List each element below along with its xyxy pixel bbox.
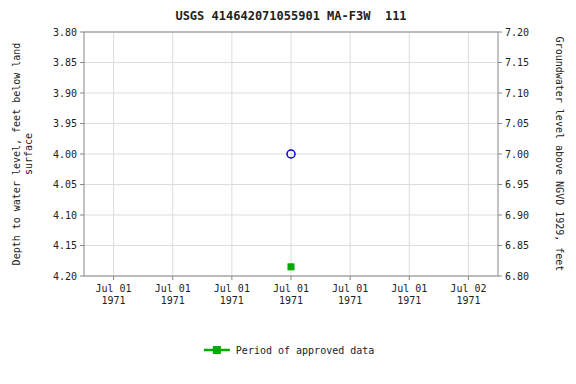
- tick-label: 3.90: [53, 88, 77, 99]
- tick: [80, 215, 84, 216]
- tick: [498, 93, 502, 94]
- tick: [80, 93, 84, 94]
- grid-line: [350, 32, 351, 276]
- tick: [172, 276, 173, 280]
- tick-label: 6.85: [505, 240, 529, 251]
- tick: [498, 215, 502, 216]
- tick-label: 4.05: [53, 179, 77, 190]
- grid-line: [468, 32, 469, 276]
- tick: [498, 276, 502, 277]
- tick: [80, 154, 84, 155]
- tick: [80, 62, 84, 63]
- legend-marker: [213, 346, 221, 354]
- tick-label: 4.15: [53, 240, 77, 251]
- tick: [231, 276, 232, 280]
- grid-line: [172, 32, 173, 276]
- tick-label: Jul 011971: [391, 283, 427, 306]
- data: [287, 150, 295, 270]
- tick: [80, 276, 84, 277]
- tick-label: 4.00: [53, 149, 77, 160]
- tick-label: 7.10: [505, 88, 529, 99]
- legend-label: Period of approved data: [236, 345, 374, 356]
- grid-line: [231, 32, 232, 276]
- tick: [468, 276, 469, 280]
- tick: [498, 245, 502, 246]
- tick-label: Jul 011971: [332, 283, 368, 306]
- legend: Period of approved data: [204, 345, 374, 356]
- tick: [80, 123, 84, 124]
- tick-label: Jul 011971: [273, 283, 309, 306]
- tick: [113, 276, 114, 280]
- tick-label: 7.15: [505, 57, 529, 68]
- tick: [498, 62, 502, 63]
- tick-label: 3.85: [53, 57, 77, 68]
- y-axis: 3.80 3.85 3.90 3.95 4.00 4.05 4.10 4.15 4.20: [53, 27, 84, 282]
- tick: [350, 276, 351, 280]
- x-axis: Jul 011971 Jul 011971 Jul 011971 Jul 011971…: [96, 276, 487, 306]
- tick-label: 6.80: [505, 271, 529, 282]
- point: [288, 264, 294, 270]
- tick-label: 4.20: [53, 271, 77, 282]
- grid: [84, 32, 498, 276]
- tick: [80, 245, 84, 246]
- tick-label: Jul 011971: [155, 283, 191, 306]
- title: USGS 414642071055901 MA-F3W 111: [175, 9, 406, 23]
- tick: [498, 184, 502, 185]
- tick-label: Jul 011971: [214, 283, 250, 306]
- tick-label: 3.95: [53, 118, 77, 129]
- point: [287, 150, 295, 158]
- grid-line: [409, 32, 410, 276]
- tick: [409, 276, 410, 280]
- tick-label: Jul 021971: [450, 283, 486, 306]
- tick: [498, 154, 502, 155]
- tick: [291, 276, 292, 280]
- tick: [498, 32, 502, 33]
- grid-line: [291, 32, 292, 276]
- tick-label: Jul 011971: [96, 283, 132, 306]
- tick-label: 4.10: [53, 210, 77, 221]
- tick-label: 7.00: [505, 149, 529, 160]
- tick: [80, 32, 84, 33]
- y2-axis: 7.20 7.15 7.10 7.05 7.00 6.95 6.90 6.85 6.80: [498, 27, 529, 282]
- tick-label: 3.80: [53, 27, 77, 38]
- chart: 3.80 3.85 3.90 3.95 4.00 4.05 4.10 4.15 4.20 7.20…: [0, 0, 576, 384]
- tick-label: 7.05: [505, 118, 529, 129]
- tick-label: 6.95: [505, 179, 529, 190]
- tick: [498, 123, 502, 124]
- y-axis-label: Depth to water level, feet below landsur…: [11, 43, 34, 266]
- tick-label: 6.90: [505, 210, 529, 221]
- tick: [80, 184, 84, 185]
- grid-line: [113, 32, 114, 276]
- tick-label: 7.20: [505, 27, 529, 38]
- y2-axis-label: Groundwater level above NGVD 1929, feet: [554, 37, 565, 272]
- plot-frame: [84, 32, 498, 276]
